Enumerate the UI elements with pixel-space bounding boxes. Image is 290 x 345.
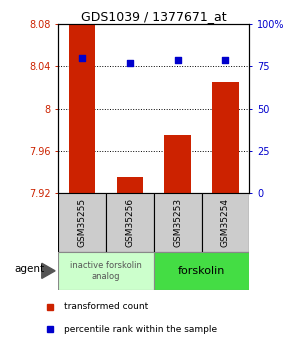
Bar xyxy=(154,193,202,252)
Text: GSM35256: GSM35256 xyxy=(125,198,134,247)
Bar xyxy=(117,177,143,193)
Text: transformed count: transformed count xyxy=(64,302,148,311)
Text: agent: agent xyxy=(14,264,45,274)
Bar xyxy=(69,24,95,193)
Text: GSM35253: GSM35253 xyxy=(173,198,182,247)
Bar xyxy=(154,252,249,290)
Bar xyxy=(202,193,249,252)
Title: GDS1039 / 1377671_at: GDS1039 / 1377671_at xyxy=(81,10,226,23)
Text: inactive forskolin
analog: inactive forskolin analog xyxy=(70,261,142,280)
Text: GSM35254: GSM35254 xyxy=(221,198,230,247)
Point xyxy=(79,55,84,61)
Text: forskolin: forskolin xyxy=(178,266,225,276)
Bar xyxy=(106,193,154,252)
Text: GSM35255: GSM35255 xyxy=(77,198,86,247)
Point xyxy=(128,60,132,66)
Polygon shape xyxy=(42,263,55,278)
Bar xyxy=(58,252,154,290)
Point xyxy=(175,57,180,62)
Bar xyxy=(212,82,239,193)
Text: percentile rank within the sample: percentile rank within the sample xyxy=(64,325,217,334)
Point xyxy=(223,57,228,62)
Bar xyxy=(164,135,191,193)
Bar xyxy=(58,193,106,252)
